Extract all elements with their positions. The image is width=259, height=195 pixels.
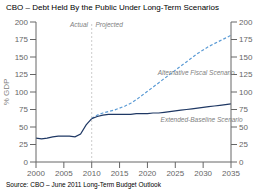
svg-text:100: 100: [239, 88, 251, 97]
svg-text:50: 50: [19, 123, 28, 132]
svg-text:75: 75: [19, 105, 28, 114]
svg-text:2020: 2020: [139, 169, 157, 178]
svg-text:175: 175: [15, 35, 29, 44]
svg-text:200: 200: [239, 18, 251, 27]
html-text:CBO – Debt Held By the Public: CBO – Debt Held By the Public Under Long…: [6, 3, 219, 12]
svg-text:2030: 2030: [194, 169, 212, 178]
svg-text:0: 0: [24, 158, 29, 167]
svg-text:Alternative Fiscal Scenario: Alternative Fiscal Scenario: [157, 69, 235, 76]
svg-text:25: 25: [19, 140, 28, 149]
svg-text:Projected: Projected: [95, 21, 123, 29]
svg-text:0: 0: [239, 158, 244, 167]
svg-text:100: 100: [15, 88, 29, 97]
svg-text:Actual: Actual: [69, 21, 89, 28]
svg-text:2000: 2000: [27, 169, 45, 178]
svg-text:125: 125: [15, 70, 29, 79]
svg-text:2015: 2015: [111, 169, 129, 178]
svg-text:200: 200: [15, 18, 29, 27]
svg-text:2035: 2035: [222, 169, 240, 178]
svg-text:2005: 2005: [55, 169, 73, 178]
svg-text:175: 175: [239, 35, 251, 44]
svg-text:125: 125: [239, 70, 251, 79]
svg-text:% GDP: % GDP: [8, 79, 11, 106]
svg-text:2025: 2025: [166, 169, 184, 178]
svg-text:2010: 2010: [83, 169, 101, 178]
svg-text:50: 50: [239, 123, 248, 132]
svg-text:150: 150: [239, 53, 251, 62]
svg-text:25: 25: [239, 140, 248, 149]
svg-text:Extended-Baseline Scenario: Extended-Baseline Scenario: [161, 116, 243, 123]
svg-text:75: 75: [239, 105, 248, 114]
svg-text:150: 150: [15, 53, 29, 62]
html-text:Source: CBO – June 2011 Long-T: Source: CBO – June 2011 Long-Term Budget…: [6, 181, 161, 188]
